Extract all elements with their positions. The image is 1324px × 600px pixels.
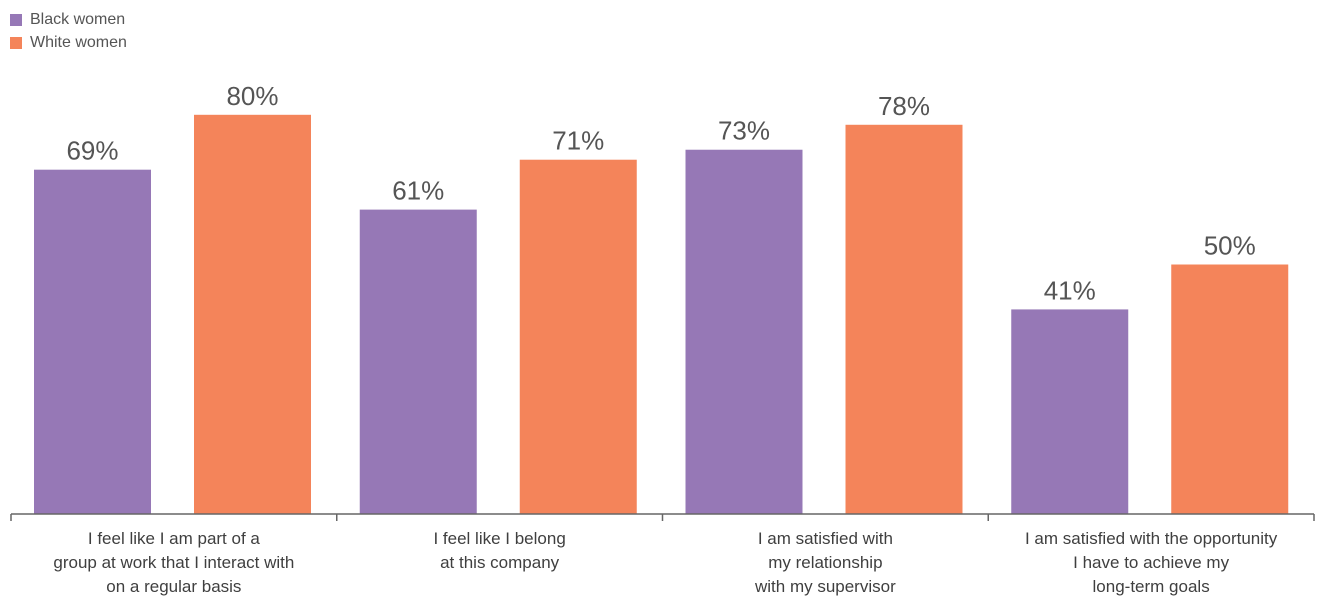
data-label-white-women-2: 71% <box>552 126 604 156</box>
data-label-black-women-1: 69% <box>66 136 118 166</box>
category-label-1-line-3: on a regular basis <box>106 577 241 596</box>
category-label-3-line-1: I am satisfied with <box>758 529 893 548</box>
category-label-2-line-1: I feel like I belong <box>433 529 565 548</box>
category-label-3-line-3: with my supervisor <box>754 577 896 596</box>
data-label-black-women-3: 73% <box>718 116 770 146</box>
bar-black-women-2 <box>359 209 477 515</box>
category-label-1-line-2: group at work that I interact with <box>53 553 294 572</box>
category-label-4-line-3: long-term goals <box>1093 577 1210 596</box>
bar-black-women-4 <box>1011 309 1129 514</box>
legend-label-black-women: Black women <box>30 10 126 28</box>
legend-item-white-women: White women <box>10 31 127 54</box>
legend-swatch-white-women <box>10 36 22 49</box>
bar-black-women-3 <box>685 149 803 515</box>
data-label-black-women-4: 41% <box>1044 275 1096 305</box>
category-label-1-line-1: I feel like I am part of a <box>88 529 261 548</box>
category-label-4-line-2: I have to achieve my <box>1073 553 1229 572</box>
legend: Black women White women <box>10 8 127 54</box>
bar-white-women-1 <box>194 114 311 515</box>
data-label-white-women-4: 50% <box>1204 231 1256 261</box>
data-label-white-women-1: 80% <box>226 81 278 111</box>
legend-swatch-black-women <box>10 13 22 26</box>
data-label-white-women-3: 78% <box>878 91 930 121</box>
bar-white-women-3 <box>845 124 963 514</box>
bar-white-women-4 <box>1171 264 1289 514</box>
legend-label-white-women: White women <box>30 33 127 51</box>
category-label-2-line-2: at this company <box>440 553 560 572</box>
data-label-black-women-2: 61% <box>392 176 444 206</box>
legend-item-black-women: Black women <box>10 8 127 31</box>
category-label-3-line-2: my relationship <box>768 553 882 572</box>
category-label-4-line-1: I am satisfied with the opportunity <box>1025 529 1278 548</box>
bar-white-women-2 <box>519 159 637 514</box>
bar-black-women-1 <box>34 169 151 514</box>
